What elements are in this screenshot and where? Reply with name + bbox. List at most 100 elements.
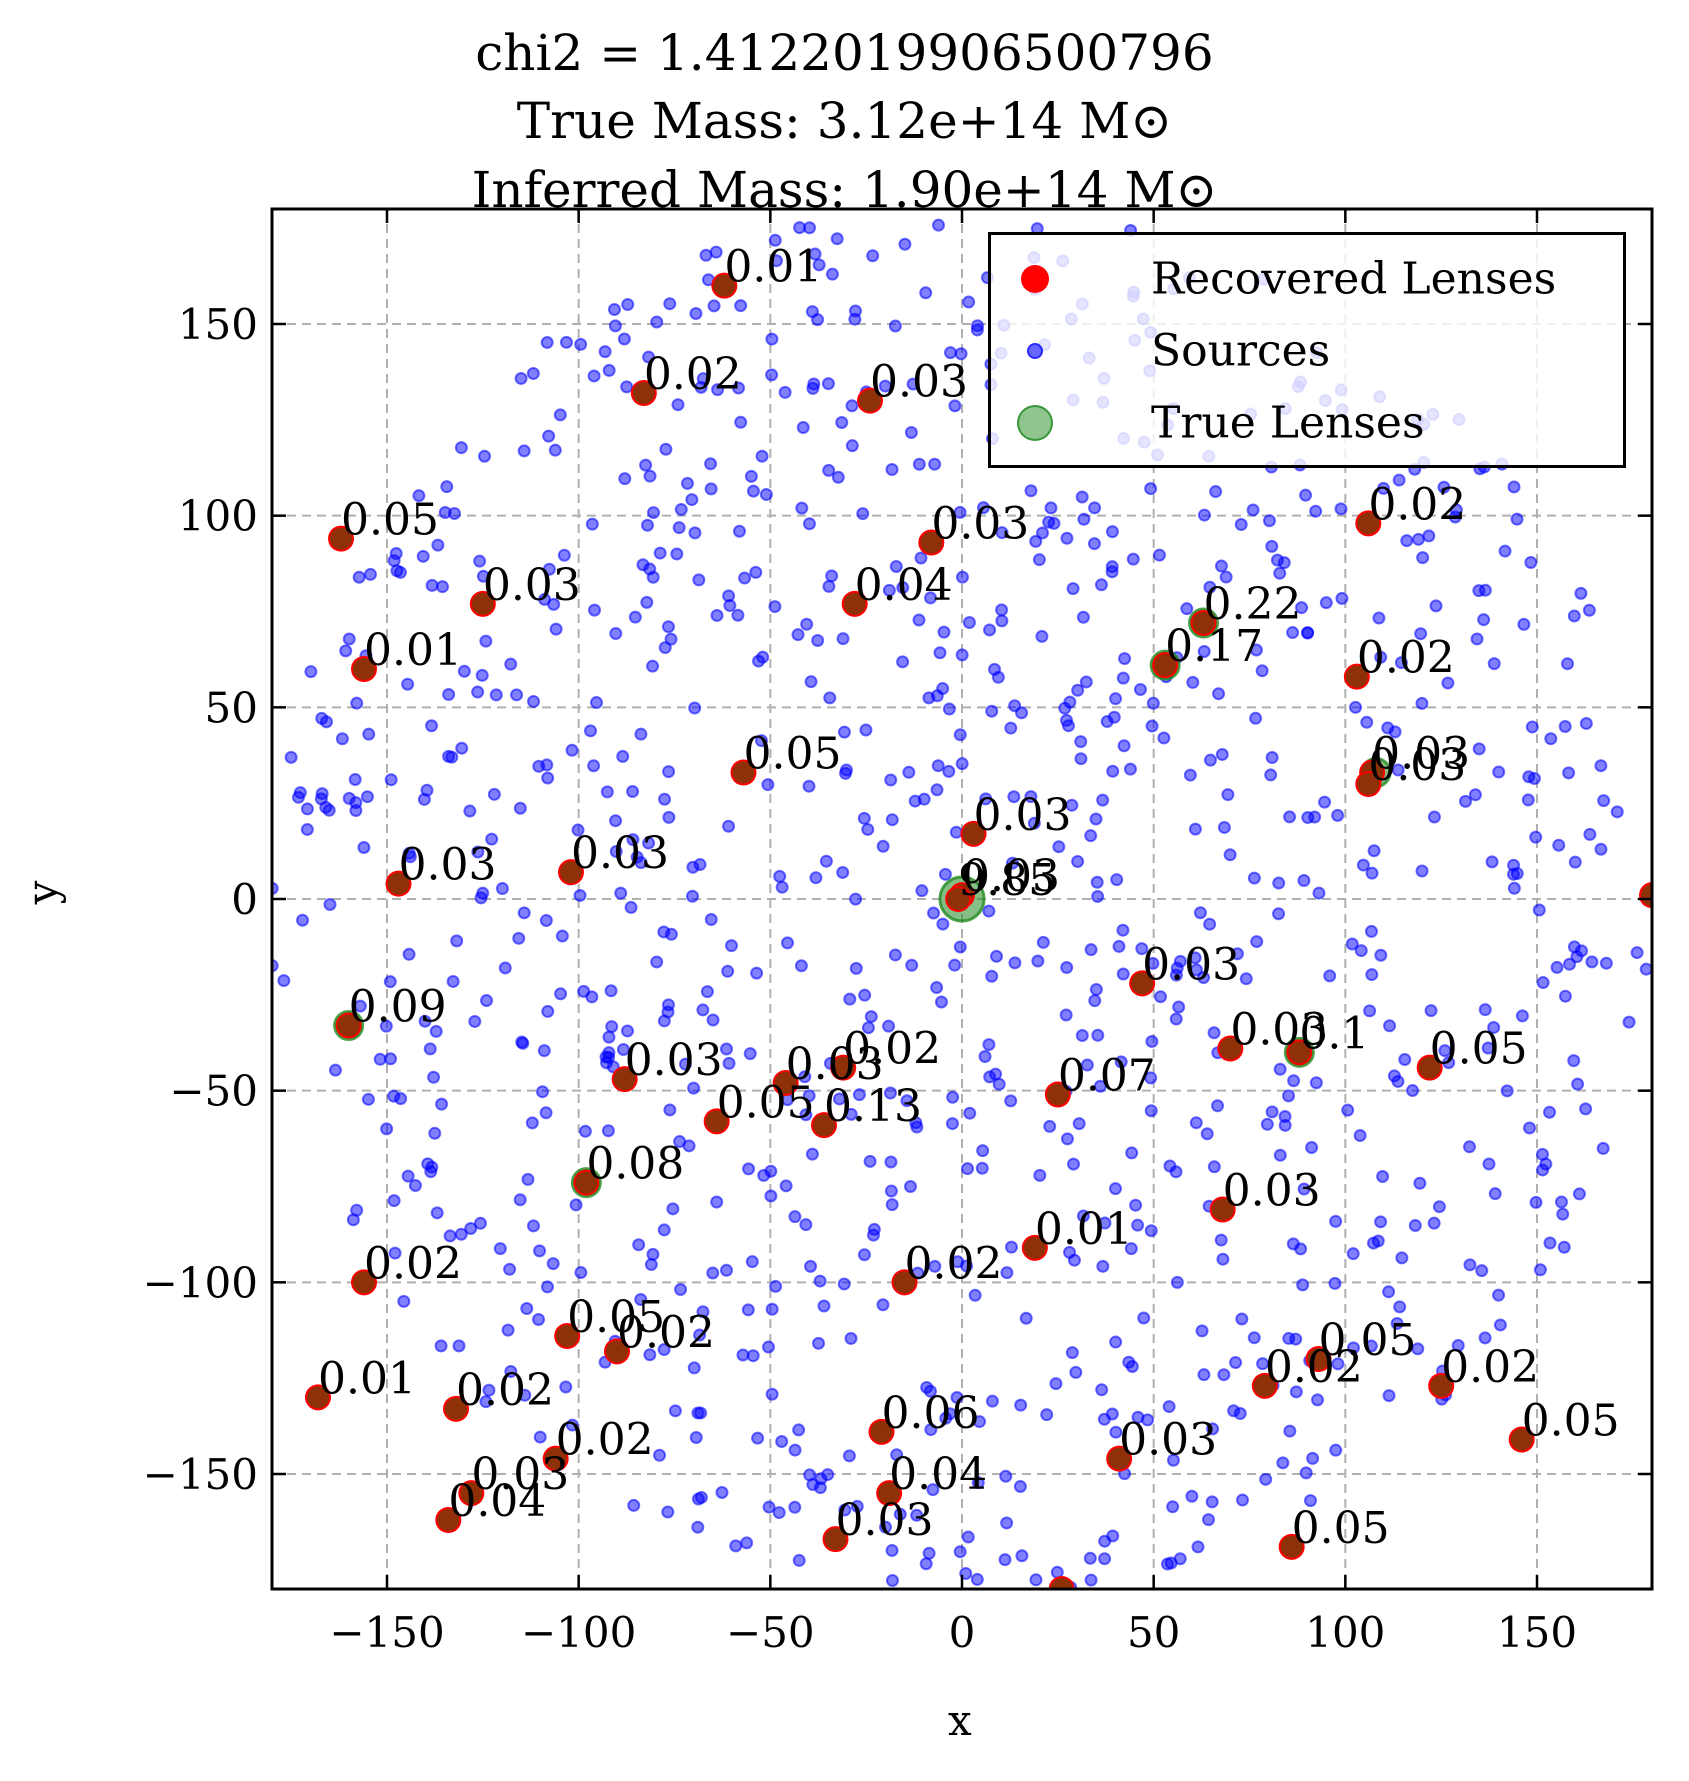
source-point: [738, 571, 752, 585]
source-point: [1492, 1288, 1506, 1302]
true-lens-overlay: [1192, 612, 1215, 634]
source-point: [416, 549, 430, 563]
source-point: [905, 958, 919, 972]
source-point: [878, 379, 892, 393]
source-point: [1367, 844, 1381, 858]
legend-item-true: True Lenses: [991, 393, 1623, 453]
lens-mass-label: 0.05: [1430, 1024, 1528, 1075]
true-lens-overlay: [1023, 1236, 1046, 1259]
source-point: [988, 662, 1002, 676]
true-lens-overlay: [353, 658, 375, 680]
source-point: [1568, 855, 1582, 869]
x-tick-label: −100: [521, 1608, 636, 1657]
true-lens-overlay: [1154, 654, 1177, 677]
source-point: [1329, 1443, 1343, 1457]
source-point: [555, 929, 569, 943]
source-point: [1031, 954, 1045, 968]
source-point: [822, 463, 836, 477]
source-point: [1492, 765, 1506, 779]
true-lens-overlay: [560, 861, 582, 884]
source-point: [657, 1014, 671, 1028]
source-point: [1306, 1451, 1320, 1465]
source-point: [842, 1449, 856, 1463]
source-point: [349, 796, 363, 810]
true-lens-overlay: [1219, 1037, 1242, 1060]
source-point: [1084, 943, 1098, 957]
source-point: [1247, 1331, 1261, 1345]
source-point: [1047, 516, 1061, 530]
source-point: [745, 1255, 759, 1269]
source-point: [1507, 480, 1521, 494]
true-lens-overlay: [1288, 1041, 1311, 1064]
source-point: [1189, 1116, 1203, 1130]
source-point: [1259, 1472, 1273, 1486]
legend-marker-true: [1017, 405, 1053, 441]
lens-mass-label: 0.08: [586, 1139, 684, 1190]
source-point: [1390, 1316, 1404, 1330]
source-point: [898, 237, 912, 251]
source-point: [1579, 1102, 1593, 1116]
source-point: [1335, 591, 1349, 605]
true-lens-overlay: [471, 592, 494, 615]
source-point: [425, 1160, 439, 1174]
source-point: [538, 592, 552, 606]
source-point: [1594, 842, 1608, 856]
source-point: [464, 1221, 478, 1235]
source-point: [850, 1499, 864, 1513]
source-point: [1517, 617, 1531, 631]
source-point: [885, 1573, 899, 1587]
source-point: [1585, 955, 1599, 969]
source-point: [1282, 1089, 1296, 1103]
true-lens-overlay: [832, 1056, 855, 1079]
lens-mass-label: 0.01: [724, 242, 822, 293]
source-point: [1570, 950, 1584, 964]
source-point: [1273, 1062, 1287, 1076]
source-point: [1193, 906, 1207, 920]
source-point: [800, 617, 814, 631]
source-point: [903, 1179, 917, 1193]
source-point: [985, 704, 999, 718]
source-point: [525, 1116, 539, 1130]
source-point: [1372, 611, 1386, 625]
source-point: [1272, 907, 1286, 921]
source-point: [315, 787, 329, 801]
source-point: [1374, 948, 1388, 962]
source-point: [788, 1500, 802, 1514]
source-point: [1071, 683, 1085, 697]
source-point: [955, 570, 969, 584]
source-point: [685, 889, 699, 903]
source-point: [1536, 1163, 1550, 1177]
source-point: [809, 871, 823, 885]
source-point: [541, 1004, 555, 1018]
source-point: [722, 819, 736, 833]
source-point: [659, 442, 673, 456]
source-point: [527, 695, 541, 709]
source-point: [1507, 881, 1521, 895]
source-point: [706, 1013, 720, 1027]
lens-mass-label: 0.03: [1368, 740, 1466, 791]
source-point: [765, 1302, 779, 1316]
source-point: [1216, 1252, 1230, 1266]
source-point: [1004, 1240, 1018, 1254]
source-point: [1639, 962, 1652, 976]
source-point: [1422, 529, 1436, 543]
source-point: [1427, 1216, 1441, 1230]
source-point: [876, 1298, 890, 1312]
source-point: [442, 749, 456, 763]
source-point: [1209, 485, 1223, 499]
source-point: [769, 254, 783, 268]
x-tick-label: −150: [329, 1608, 444, 1657]
source-point: [796, 421, 810, 435]
true-lens-overlay: [1307, 1348, 1330, 1370]
source-point: [585, 517, 599, 531]
source-point: [961, 1162, 975, 1176]
source-point: [1250, 935, 1264, 949]
lens-mass-label: 0.02: [905, 1238, 1003, 1289]
source-point: [884, 1184, 898, 1198]
source-point: [736, 1348, 750, 1362]
source-point: [962, 616, 976, 630]
source-point: [1383, 1019, 1397, 1033]
source-point: [692, 573, 706, 587]
source-point: [1561, 657, 1575, 671]
source-point: [1424, 1004, 1438, 1018]
